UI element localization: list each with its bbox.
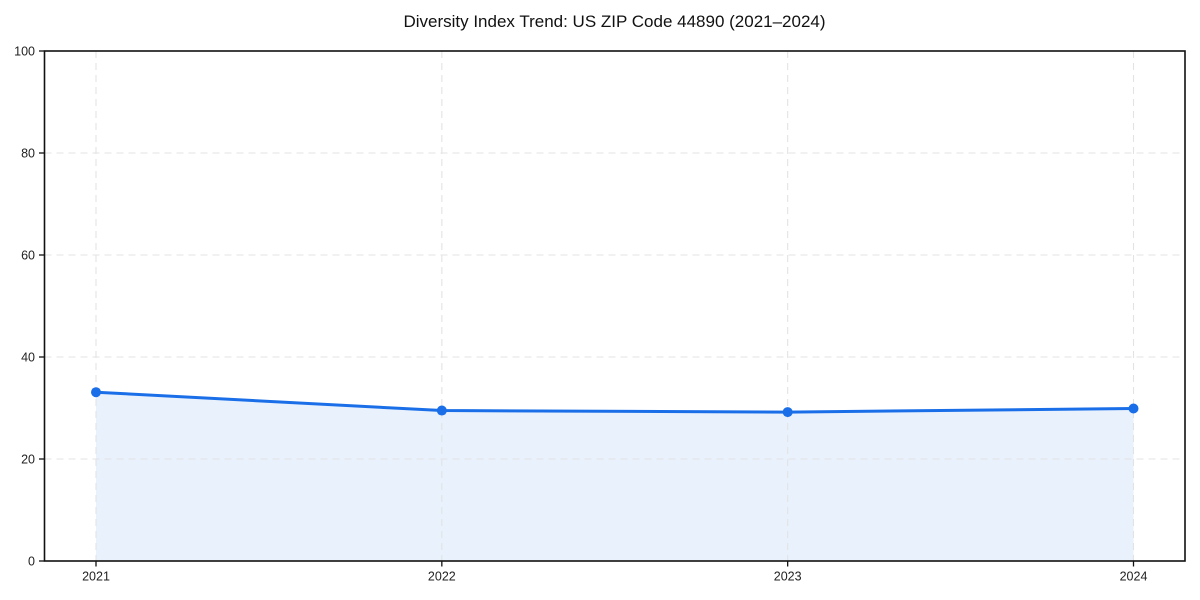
data-point-markers [91,387,1139,418]
gridlines [44,51,1185,561]
y-tick-label: 80 [21,146,35,160]
area-fill [96,392,1134,561]
data-point-marker [1128,403,1139,414]
x-tick-label: 2021 [82,570,110,584]
trend-line [94,390,1135,414]
data-point-marker [436,405,447,416]
y-tick-label: 100 [14,44,35,58]
y-tick-label: 60 [21,248,35,262]
y-tick-labels: 0 20 40 60 80 100 [14,44,35,568]
data-point-marker [91,387,101,398]
axis-frame [43,50,1186,562]
x-tick-labels: 2021 2022 2023 2024 [82,570,1147,584]
chart-title: Diversity Index Trend: US ZIP Code 44890… [403,12,826,31]
tick-marks [39,50,1135,567]
x-tick-label: 2023 [774,570,802,584]
y-tick-label: 40 [21,350,35,364]
y-tick-label: 20 [21,452,35,466]
x-tick-label: 2024 [1120,570,1148,584]
x-tick-label: 2022 [428,570,456,584]
y-tick-label: 0 [28,554,35,568]
data-point-marker [782,407,793,418]
